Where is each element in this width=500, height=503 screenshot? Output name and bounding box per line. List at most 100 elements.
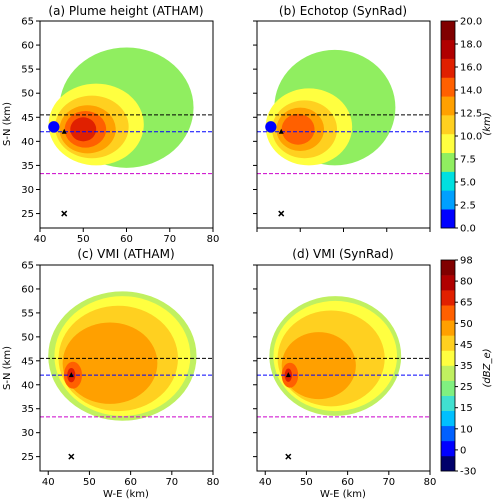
colorbar-tick-label: 65 [460, 298, 473, 309]
x-tick-label: 80 [207, 234, 220, 245]
low-height-patch [265, 121, 277, 133]
panel-a-plume-height: (a) Plume height (ATHAM) 40 50 60 70 80 25 30 3… [2, 4, 219, 245]
x-tick-label: 70 [165, 477, 178, 488]
panel-c-vmi-atham: (c) VMI (ATHAM) 40 50 60 70 80 25 30 35 40 45 50 55… [2, 247, 219, 500]
panel-b-title: (b) Echotop (SynRad) [279, 4, 407, 18]
y-tick-label: 35 [21, 404, 34, 415]
y-tick-label: 45 [21, 356, 34, 367]
colorbar-tick-label: 2.5 [460, 201, 476, 212]
colorbar-tick-label: 20.0 [460, 17, 482, 28]
x-tick-label: 40 [34, 234, 47, 245]
x-tick-label: 80 [207, 477, 220, 488]
colorbar-segment [441, 275, 455, 291]
contour-level-4 [281, 113, 315, 145]
colorbar-segment [441, 440, 455, 457]
colorbar-tick-label: 15 [460, 403, 473, 414]
y-tick-label: 60 [21, 284, 34, 295]
colorbar-segment [441, 96, 455, 116]
colorbar-segment [441, 425, 455, 442]
colorbar-segment [441, 395, 455, 412]
x-tick-label: 60 [124, 477, 137, 488]
colorbar-tick-label: 25 [460, 382, 473, 393]
panel-c-xlabel: W-E (km) [103, 489, 149, 500]
y-tick-label: 45 [21, 113, 34, 124]
colorbar-segment [441, 290, 455, 306]
colorbar-segment [441, 21, 455, 41]
y-tick-label: 55 [21, 65, 34, 76]
colorbar-reflectivity-label: (dBZ_e) [482, 348, 493, 387]
x-tick-label: 40 [42, 477, 55, 488]
x-tick-label: 80 [424, 477, 437, 488]
contour-level-5 [70, 117, 97, 142]
colorbar-tick-label: 35 [460, 361, 473, 372]
vent-marker-x [278, 210, 285, 217]
colorbar-segment [441, 171, 455, 191]
colorbar-tick-label: 18.0 [460, 40, 482, 51]
colorbar-segment [441, 380, 455, 396]
x-tick-label: 60 [120, 234, 133, 245]
radar-marker-triangle [68, 372, 74, 378]
panel-c-frame [39, 264, 214, 472]
colorbar-segment [441, 305, 455, 321]
colorbar-segment [441, 365, 455, 381]
y-tick-label: 35 [21, 161, 34, 172]
colorbar-segment [441, 152, 455, 172]
colorbar-segment [441, 320, 455, 336]
panel-a-title: (a) Plume height (ATHAM) [48, 4, 203, 18]
y-tick-label: 55 [21, 308, 34, 319]
panel-d-vmi-synrad: (d) VMI (SynRad) 40 50 60 70 80 W-E (km) [253, 247, 436, 500]
y-tick-label: 50 [21, 332, 34, 343]
y-tick-label: 25 [21, 452, 34, 463]
x-tick-label: 50 [300, 477, 313, 488]
panel-c-title: (c) VMI (ATHAM) [77, 247, 174, 261]
colorbar-segment [441, 77, 455, 97]
radar-marker-triangle [285, 372, 291, 378]
colorbar-segment [441, 39, 455, 59]
y-tick-label: 60 [21, 41, 34, 52]
x-tick-label: 70 [382, 477, 395, 488]
colorbar-tick-label: 10 [460, 424, 473, 435]
low-height-patch [48, 121, 60, 133]
colorbar-tick-label: 16.0 [460, 63, 482, 74]
contour-level-3 [62, 322, 158, 404]
colorbar-tick-label: 10.0 [460, 132, 482, 143]
y-tick-label: 30 [21, 185, 34, 196]
colorbar-segment [441, 209, 455, 229]
colorbar-tick-label: 14.0 [460, 86, 482, 97]
vent-marker-x [285, 453, 292, 460]
y-tick-label: 25 [21, 209, 34, 220]
x-tick-label: 60 [341, 477, 354, 488]
colorbar-height-label: (km) [482, 112, 493, 135]
colorbar-tick-label: -30 [460, 467, 476, 478]
y-tick-label: 40 [21, 380, 34, 391]
colorbar-tick-label: 7.5 [460, 155, 476, 166]
y-tick-label: 65 [21, 261, 34, 272]
x-tick-label: 50 [83, 477, 96, 488]
panel-d-frame [256, 264, 431, 472]
colorbar-tick-label: 45 [460, 340, 473, 351]
colorbar-tick-label: 50 [460, 319, 473, 330]
x-tick-label: 40 [259, 477, 272, 488]
colorbar-tick-label: 80 [460, 277, 473, 288]
vent-marker-x [68, 453, 75, 460]
vent-marker-x [61, 210, 68, 217]
colorbar-segment [441, 260, 455, 276]
colorbar-tick-label: 0.0 [460, 224, 476, 235]
x-tick-label: 50 [77, 234, 90, 245]
panel-d-title: (d) VMI (SynRad) [292, 247, 393, 261]
colorbar-segment [441, 133, 455, 154]
colorbar-segment [441, 335, 455, 351]
panel-b-echotop: (b) Echotop (SynRad) [253, 4, 431, 232]
y-tick-label: 65 [21, 17, 34, 28]
colorbar-segment [441, 190, 455, 210]
panel-d-xlabel: W-E (km) [320, 489, 366, 500]
radar-marker-triangle [278, 128, 284, 134]
colorbar-frame [440, 20, 456, 229]
panel-a-ylabel: S-N (km) [2, 102, 13, 146]
radar-marker-triangle [61, 128, 67, 134]
x-tick-label: 70 [163, 234, 176, 245]
panel-c-ylabel: S-N (km) [2, 346, 13, 390]
contour-level-3 [281, 332, 356, 400]
colorbar-segment [441, 410, 455, 427]
